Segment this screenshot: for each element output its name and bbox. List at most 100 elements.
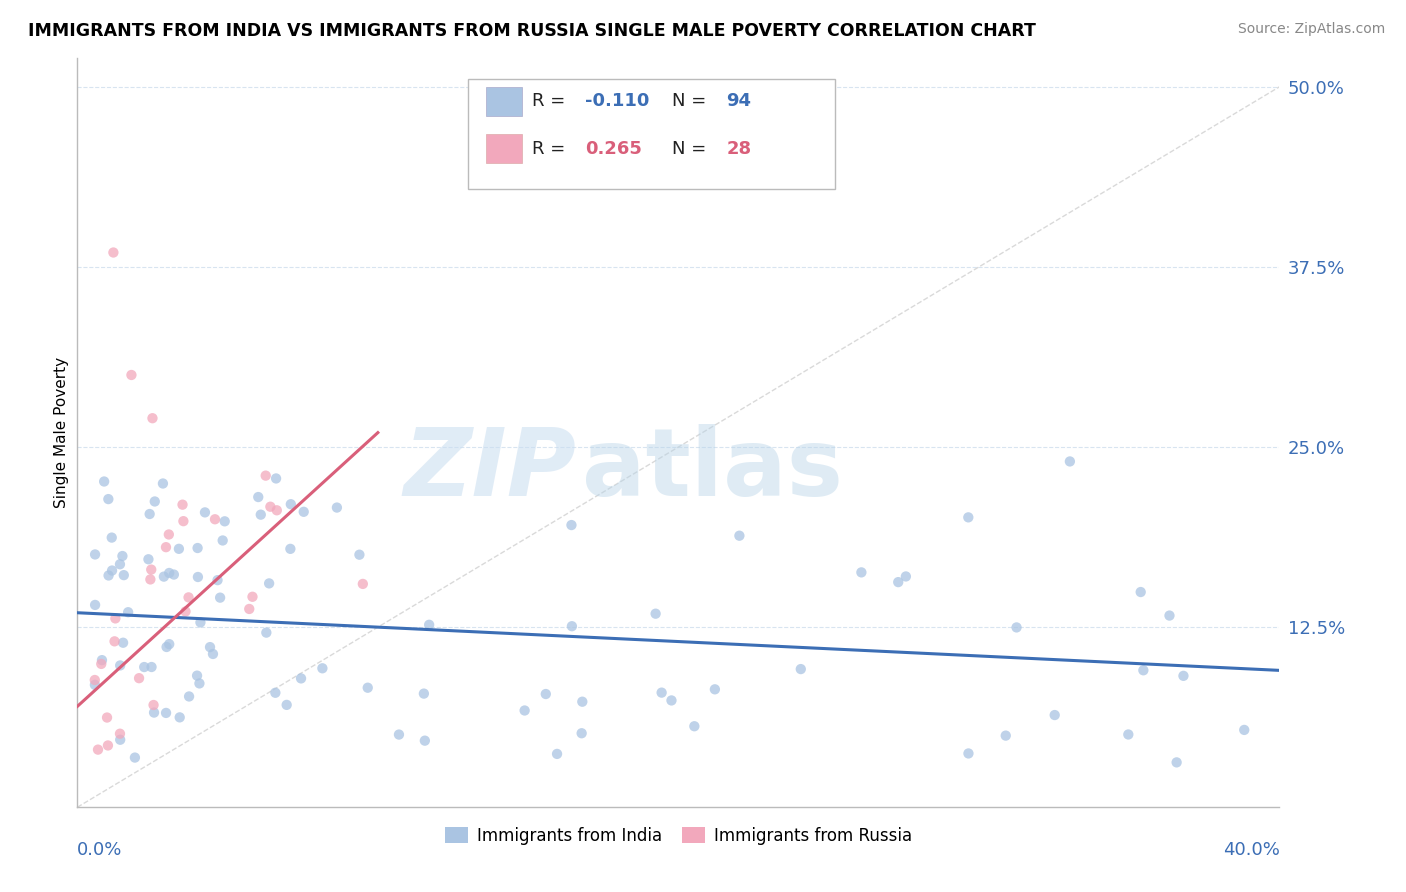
- Point: [143, 706, 166, 720]
- Point: [1159, 608, 1181, 623]
- Point: [247, 490, 270, 504]
- Text: 0.265: 0.265: [585, 140, 641, 158]
- Point: [91, 653, 114, 667]
- Point: [172, 514, 194, 528]
- Point: [683, 719, 706, 733]
- Point: [571, 695, 593, 709]
- Point: [851, 566, 873, 580]
- Point: [87, 742, 110, 756]
- Point: [1043, 708, 1066, 723]
- Point: [513, 704, 536, 718]
- Point: [728, 529, 751, 543]
- Point: [1233, 723, 1256, 737]
- Text: N =: N =: [672, 140, 713, 158]
- Point: [167, 541, 190, 556]
- Point: [254, 625, 277, 640]
- Point: [141, 563, 163, 577]
- Point: [90, 657, 112, 671]
- Point: [139, 573, 162, 587]
- Point: [571, 726, 593, 740]
- Point: [155, 706, 177, 720]
- Point: [100, 531, 122, 545]
- Point: [120, 368, 142, 382]
- Text: atlas: atlas: [582, 424, 844, 516]
- Point: [560, 518, 582, 533]
- Point: [108, 727, 131, 741]
- Point: [97, 568, 120, 582]
- Point: [169, 710, 191, 724]
- Point: [214, 514, 236, 528]
- Point: [1132, 663, 1154, 677]
- Text: ZIP: ZIP: [404, 424, 576, 516]
- Point: [238, 602, 260, 616]
- Point: [157, 527, 180, 541]
- Point: [264, 686, 287, 700]
- Point: [254, 468, 277, 483]
- Point: [703, 682, 725, 697]
- Point: [177, 591, 200, 605]
- Point: [143, 494, 166, 508]
- Point: [994, 729, 1017, 743]
- Text: IMMIGRANTS FROM INDIA VS IMMIGRANTS FROM RUSSIA SINGLE MALE POVERTY CORRELATION : IMMIGRANTS FROM INDIA VS IMMIGRANTS FROM…: [28, 22, 1036, 40]
- Point: [155, 540, 177, 554]
- Text: R =: R =: [531, 92, 571, 110]
- Point: [418, 617, 440, 632]
- Point: [292, 505, 315, 519]
- Point: [84, 548, 107, 562]
- Point: [412, 687, 434, 701]
- Point: [117, 605, 139, 619]
- Point: [128, 671, 150, 685]
- Point: [266, 503, 288, 517]
- Point: [257, 576, 280, 591]
- Point: [153, 569, 176, 583]
- Point: [264, 471, 287, 485]
- Point: [957, 510, 980, 524]
- Point: [84, 598, 107, 612]
- Y-axis label: Single Male Poverty: Single Male Poverty: [53, 357, 69, 508]
- Point: [661, 693, 683, 707]
- Point: [152, 476, 174, 491]
- Point: [96, 710, 118, 724]
- Point: [887, 575, 910, 590]
- Text: -0.110: -0.110: [585, 92, 650, 110]
- Point: [326, 500, 349, 515]
- Point: [108, 658, 131, 673]
- Point: [249, 508, 271, 522]
- Point: [311, 661, 333, 675]
- Point: [111, 549, 134, 563]
- Point: [207, 573, 229, 587]
- Text: N =: N =: [672, 92, 713, 110]
- Point: [290, 672, 312, 686]
- Point: [194, 505, 217, 519]
- Point: [894, 569, 917, 583]
- Point: [242, 590, 264, 604]
- Point: [534, 687, 557, 701]
- Point: [141, 411, 163, 425]
- Point: [83, 678, 105, 692]
- Point: [280, 541, 302, 556]
- Point: [1059, 454, 1081, 468]
- Point: [103, 634, 125, 648]
- Point: [112, 636, 135, 650]
- Point: [174, 605, 197, 619]
- Point: [97, 492, 120, 507]
- Point: [172, 498, 194, 512]
- Point: [138, 552, 160, 566]
- Point: [259, 500, 281, 514]
- Bar: [486, 135, 522, 163]
- Bar: [486, 87, 522, 116]
- Point: [357, 681, 380, 695]
- Point: [349, 548, 371, 562]
- Point: [352, 577, 374, 591]
- Text: 94: 94: [727, 92, 751, 110]
- Point: [1005, 620, 1028, 634]
- FancyBboxPatch shape: [468, 79, 835, 189]
- Point: [134, 660, 156, 674]
- Point: [1118, 727, 1140, 741]
- Legend: Immigrants from India, Immigrants from Russia: Immigrants from India, Immigrants from R…: [439, 820, 918, 851]
- Point: [142, 698, 165, 712]
- Point: [790, 662, 813, 676]
- Point: [177, 690, 200, 704]
- Point: [276, 698, 298, 712]
- Text: 28: 28: [727, 140, 752, 158]
